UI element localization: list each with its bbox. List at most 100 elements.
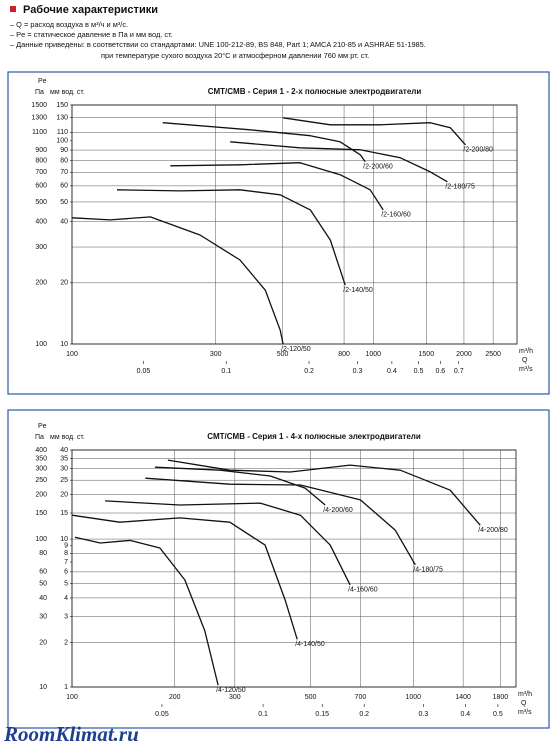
y2-tick-label: 80 (60, 157, 68, 164)
x-axis-label: Q (522, 357, 528, 364)
y-tick-label: 400 (35, 447, 47, 454)
y2-tick-label: 70 (60, 169, 68, 176)
chart-frame (7, 71, 550, 395)
x2-unit: m³/s (519, 366, 533, 373)
y2-tick-label: 25 (60, 477, 68, 484)
y2-tick-label: 50 (60, 199, 68, 206)
curve-label: /2-200/60 (363, 164, 393, 171)
fan-curve (71, 216, 284, 345)
y-tick-label: 500 (35, 199, 47, 206)
x-tick-label: 800 (338, 351, 350, 358)
note: при температуре сухого воздуха 20°C и ат… (101, 51, 369, 60)
curve-label: /4-140/50 (295, 641, 325, 648)
y-tick-label: 100 (35, 536, 47, 543)
fan-curve (230, 141, 448, 183)
fan-curve (116, 189, 346, 286)
x-tick-label: 1000 (405, 694, 421, 701)
x2-tick-label: 0.2 (304, 368, 314, 375)
y-unit: Па (35, 434, 44, 441)
x2-tick-label: 0.4 (387, 368, 397, 375)
y-tick-label: 10 (39, 684, 47, 691)
y-tick-label: 350 (35, 455, 47, 462)
x2-tick-label: 0.4 (460, 711, 470, 718)
curve-label: /2-160/60 (381, 212, 411, 219)
y2-tick-label: 110 (57, 129, 68, 136)
y-tick-label: 100 (35, 341, 47, 348)
x-tick-label: 200 (169, 694, 181, 701)
x-unit: m³/h (519, 348, 533, 355)
y-tick-label: 200 (35, 491, 47, 498)
x-tick-label: 1400 (455, 694, 471, 701)
x-tick-label: 700 (355, 694, 367, 701)
fan-curve (145, 477, 416, 566)
y2-tick-label: 5 (64, 580, 68, 587)
y2-tick-label: 7 (64, 559, 68, 566)
title-bullet (10, 6, 16, 12)
fan-curve (167, 459, 481, 526)
y-tick-label: 250 (35, 477, 47, 484)
x2-tick-label: 0.2 (359, 711, 369, 718)
y-tick-label: 300 (35, 244, 47, 251)
fan-curve (71, 514, 298, 640)
y-tick-label: 300 (35, 465, 47, 472)
y-tick-label: 900 (35, 147, 47, 154)
curve-label: /4-200/80 (478, 527, 508, 534)
plot-frame (71, 104, 518, 345)
y-tick-label: 1300 (31, 114, 47, 121)
chart-title: CMT/CMB - Серия 1 - 4-х полюсные электро… (207, 432, 421, 441)
x2-tick-label: 0.1 (221, 368, 231, 375)
fan-curve (170, 162, 384, 211)
x-tick-label: 2500 (485, 351, 501, 358)
y-tick-label: 60 (39, 569, 47, 576)
x-tick-label: 1500 (419, 351, 435, 358)
y-tick-label: 150 (35, 510, 47, 517)
x-tick-label: 300 (210, 351, 222, 358)
chart-frame (7, 409, 550, 729)
y-tick-label: 40 (39, 595, 47, 602)
fan-curve (105, 500, 351, 586)
y2-tick-label: 20 (60, 491, 68, 498)
y-axis-label: Pe (38, 423, 47, 430)
y2-tick-label: 20 (60, 280, 68, 287)
y-axis-label: Pe (38, 78, 47, 85)
x-tick-label: 100 (66, 351, 78, 358)
y2-tick-label: 1 (64, 684, 68, 691)
x2-tick-label: 0.5 (493, 711, 503, 718)
y2-tick-label: 100 (56, 138, 68, 145)
y2-tick-label: 40 (60, 447, 68, 454)
y2-tick-label: 35 (60, 455, 68, 462)
y2-tick-label: 90 (60, 147, 68, 154)
curve-label: /4-200/60 (323, 507, 353, 514)
x2-unit: m³/s (518, 709, 532, 716)
y2-tick-label: 10 (60, 536, 68, 543)
y-tick-label: 1100 (32, 129, 47, 136)
y-tick-label: 50 (39, 580, 47, 587)
x2-tick-label: 0.3 (353, 368, 363, 375)
y2-tick-label: 40 (60, 218, 68, 225)
curve-label: /2-120/50 (281, 346, 311, 353)
x-tick-label: 300 (229, 694, 241, 701)
watermark: RoomKlimat.ru (3, 722, 139, 746)
fan-curve (154, 466, 326, 506)
x2-tick-label: 0.15 (315, 711, 329, 718)
x-tick-label: 100 (66, 694, 78, 701)
curve-label: /4-160/60 (348, 587, 378, 594)
note: – Q = расход воздуха в м³/ч и м³/с. (10, 20, 128, 29)
y2-tick-label: 8 (64, 550, 68, 557)
x-tick-label: 500 (305, 694, 317, 701)
x2-tick-label: 0.7 (454, 368, 464, 375)
note: – Pe = статическое давление в Па и мм во… (10, 30, 173, 39)
x-axis-label: Q (521, 700, 527, 707)
y2-unit: мм вод. ст. (50, 89, 85, 96)
y2-tick-label: 6 (64, 569, 68, 576)
y-tick-label: 700 (35, 169, 47, 176)
y2-tick-label: 30 (60, 465, 68, 472)
curve-label: /4-180/75 (413, 567, 443, 574)
fan-curve (162, 122, 366, 163)
y2-tick-label: 9 (64, 543, 68, 550)
y2-tick-label: 150 (56, 102, 68, 109)
y-tick-label: 30 (39, 613, 47, 620)
y-tick-label: 400 (35, 218, 47, 225)
